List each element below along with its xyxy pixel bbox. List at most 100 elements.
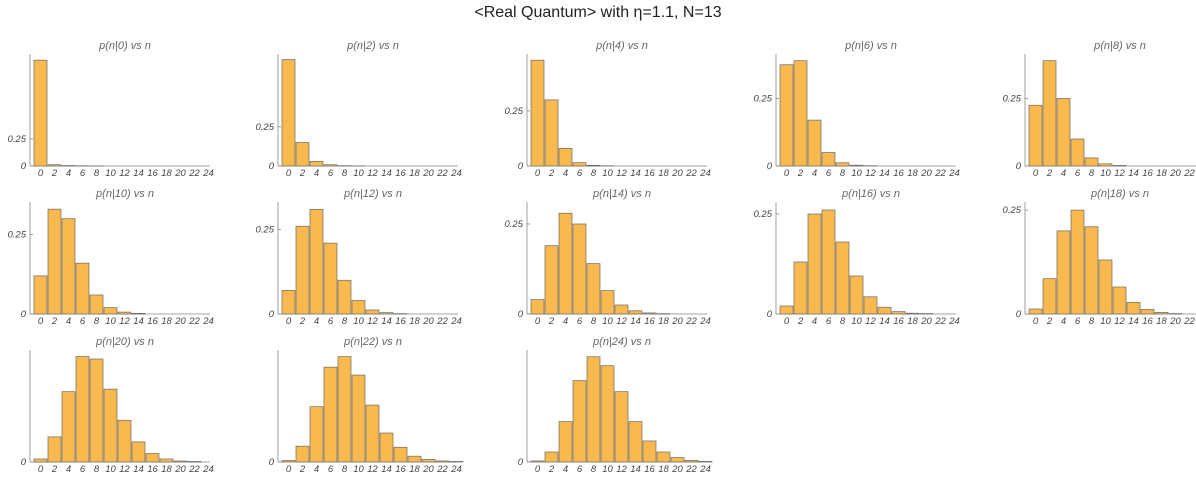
x-tick-label: 8 bbox=[591, 464, 597, 475]
x-tick-label: 2 bbox=[797, 168, 804, 179]
x-tick-label: 20 bbox=[1169, 316, 1181, 327]
bar bbox=[670, 457, 685, 463]
x-tick-label: 24 bbox=[202, 168, 214, 179]
bar bbox=[684, 459, 699, 463]
bar bbox=[89, 358, 104, 463]
y-tick-label: 0 bbox=[269, 457, 275, 468]
y-tick-label: 0 bbox=[269, 161, 275, 172]
x-tick-label: 18 bbox=[161, 168, 172, 179]
x-tick-label: 14 bbox=[1128, 316, 1139, 327]
x-tick-label: 20 bbox=[920, 168, 932, 179]
x-tick-label: 2 bbox=[299, 464, 306, 475]
x-tick-label: 18 bbox=[409, 316, 420, 327]
x-tick-label: 12 bbox=[865, 168, 876, 179]
x-tick-label: 14 bbox=[381, 464, 392, 475]
chart-svg-12: p(n|24) vs n00 2 4 6 8 10 12 14 16 18 20 22 24 bbox=[518, 336, 713, 475]
x-tick-label: 4 bbox=[812, 316, 817, 327]
bar bbox=[1042, 60, 1057, 167]
x-tick-label: 0 bbox=[38, 464, 44, 475]
chart-title: p(n|2) vs n bbox=[346, 40, 399, 52]
bar bbox=[309, 160, 324, 167]
y-tick-label: 0.25 bbox=[1003, 205, 1022, 216]
bar bbox=[807, 213, 822, 315]
x-tick-label: 4 bbox=[66, 464, 71, 475]
x-tick-label: 6 bbox=[577, 168, 583, 179]
x-tick-label: 14 bbox=[879, 316, 890, 327]
chart-svg-10: p(n|20) vs n00 2 4 6 8 10 12 14 16 18 20 22 24 bbox=[21, 336, 214, 475]
x-tick-label: 22 bbox=[436, 168, 448, 179]
x-tick-label: 2 bbox=[51, 316, 58, 327]
x-tick-label: 20 bbox=[671, 168, 683, 179]
x-tick-label: 10 bbox=[602, 464, 613, 475]
x-tick-label: 20 bbox=[422, 316, 434, 327]
x-tick-label: 8 bbox=[840, 316, 846, 327]
chart-panel-10: p(n|20) vs n 0 0 2 4 6 8 10 12 14 16 18 20 22 24 bbox=[20, 334, 250, 484]
x-tick-label: 20 bbox=[422, 168, 434, 179]
x-tick-label: 4 bbox=[812, 168, 817, 179]
x-tick-label: 16 bbox=[147, 168, 158, 179]
chart-panel-8: p(n|16) vs n 0 0.25 0 2 4 6 8 10 12 14 16 18 20 22 24 bbox=[754, 186, 996, 336]
bar bbox=[449, 461, 464, 463]
chart-panel-5: p(n|10) vs n 0 0.25 0 2 4 6 8 10 12 14 16 18 20 22 24 bbox=[8, 186, 250, 336]
x-tick-label: 8 bbox=[94, 316, 100, 327]
x-tick-label: 2 bbox=[1046, 168, 1053, 179]
bar bbox=[33, 275, 48, 315]
x-tick-label: 4 bbox=[1061, 168, 1066, 179]
x-tick-label: 8 bbox=[591, 316, 597, 327]
bar bbox=[365, 404, 380, 463]
x-tick-label: 14 bbox=[1128, 168, 1139, 179]
x-tick-label: 24 bbox=[948, 316, 960, 327]
x-tick-label: 24 bbox=[450, 316, 462, 327]
bar bbox=[821, 152, 836, 167]
x-tick-label: 16 bbox=[395, 464, 406, 475]
y-tick-label: 0.25 bbox=[8, 230, 27, 241]
bar bbox=[379, 312, 394, 315]
x-tick-label: 6 bbox=[1075, 316, 1081, 327]
bar bbox=[309, 209, 324, 315]
x-tick-label: 12 bbox=[367, 464, 378, 475]
x-tick-label: 4 bbox=[66, 168, 71, 179]
x-tick-label: 18 bbox=[1156, 168, 1167, 179]
chart-panel-1: p(n|2) vs n 0 0.25 0 2 4 6 8 10 12 14 16 18 20 22 24 bbox=[256, 38, 498, 188]
x-tick-label: 24 bbox=[699, 316, 711, 327]
y-tick-label: 0 bbox=[767, 309, 773, 320]
chart-title: p(n|8) vs n bbox=[1093, 40, 1146, 52]
x-tick-label: 16 bbox=[644, 464, 655, 475]
bar bbox=[1056, 230, 1071, 315]
chart-svg-1: p(n|2) vs n00.250 2 4 6 8 10 12 14 16 18 20 22 24 bbox=[256, 40, 462, 179]
y-tick-label: 0 bbox=[767, 161, 773, 172]
x-tick-label: 0 bbox=[1033, 168, 1039, 179]
x-tick-label: 14 bbox=[630, 316, 641, 327]
bar bbox=[421, 459, 436, 463]
chart-svg-11: p(n|22) vs n00 2 4 6 8 10 12 14 16 18 20 22 24 bbox=[269, 336, 464, 475]
x-tick-label: 20 bbox=[422, 464, 434, 475]
x-tick-label: 0 bbox=[535, 464, 541, 475]
y-tick-label: 0 bbox=[269, 309, 275, 320]
x-tick-label: 12 bbox=[616, 316, 627, 327]
bar bbox=[835, 162, 850, 167]
x-tick-label: 12 bbox=[119, 168, 130, 179]
x-tick-label: 20 bbox=[174, 464, 186, 475]
bar bbox=[821, 209, 836, 315]
bar bbox=[572, 162, 587, 167]
chart-title: p(n|22) vs n bbox=[343, 336, 402, 348]
x-tick-label: 22 bbox=[1183, 168, 1195, 179]
chart-title: p(n|14) vs n bbox=[592, 188, 651, 200]
bar bbox=[187, 461, 202, 463]
chart-panel-6: p(n|12) vs n 0 0.25 0 2 4 6 8 10 12 14 16 18 20 22 24 bbox=[256, 186, 498, 336]
x-tick-label: 20 bbox=[174, 316, 186, 327]
x-tick-label: 0 bbox=[286, 464, 292, 475]
x-tick-label: 0 bbox=[286, 168, 292, 179]
y-tick-label: 0 bbox=[1016, 309, 1022, 320]
x-tick-label: 2 bbox=[299, 316, 306, 327]
y-tick-label: 0 bbox=[518, 309, 524, 320]
x-tick-label: 6 bbox=[80, 464, 86, 475]
bar bbox=[337, 279, 352, 315]
y-tick-label: 0.25 bbox=[505, 219, 524, 230]
x-tick-label: 10 bbox=[602, 316, 613, 327]
x-tick-label: 8 bbox=[342, 316, 348, 327]
bar bbox=[849, 275, 864, 315]
bar bbox=[586, 263, 601, 315]
x-tick-label: 14 bbox=[133, 168, 144, 179]
